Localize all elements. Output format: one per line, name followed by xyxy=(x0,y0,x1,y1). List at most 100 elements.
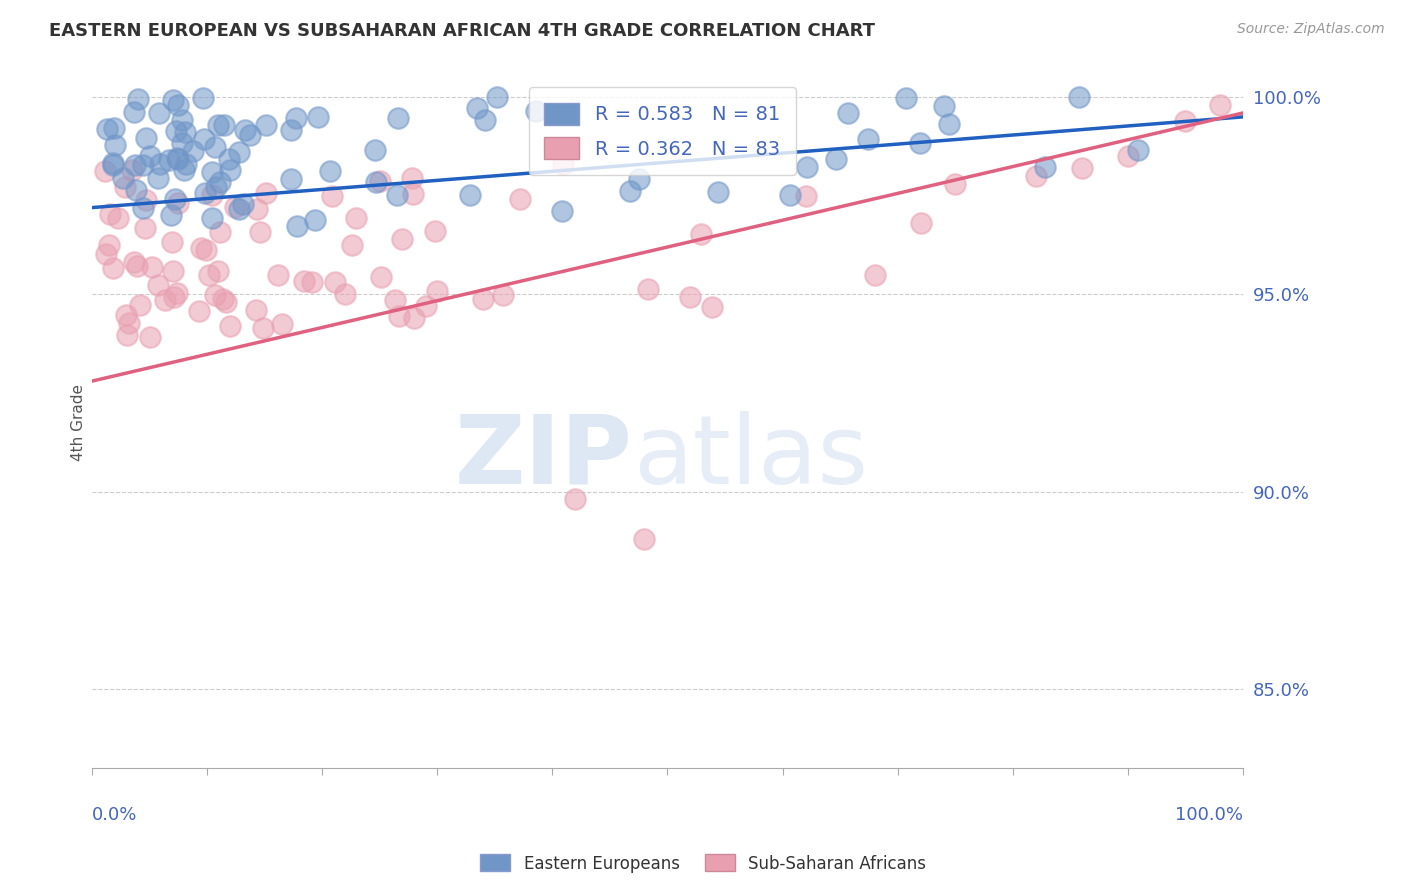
Point xyxy=(1025,169,1047,183)
Point xyxy=(125,259,148,273)
Point xyxy=(181,145,204,159)
Point xyxy=(107,211,129,226)
Point xyxy=(423,225,446,239)
Point xyxy=(388,309,411,323)
Point xyxy=(127,92,149,106)
Point xyxy=(249,225,271,239)
Point xyxy=(271,318,294,332)
Point xyxy=(863,268,886,282)
Point xyxy=(207,118,229,132)
Point xyxy=(1067,90,1090,104)
Point xyxy=(794,188,817,202)
Point xyxy=(98,237,121,252)
Point xyxy=(384,293,406,307)
Point xyxy=(204,179,226,194)
Point xyxy=(103,120,125,135)
Point xyxy=(125,183,148,197)
Point xyxy=(112,170,135,185)
Legend: Eastern Europeans, Sub-Saharan Africans: Eastern Europeans, Sub-Saharan Africans xyxy=(474,847,932,880)
Point xyxy=(188,303,211,318)
Point xyxy=(1128,143,1150,157)
Point xyxy=(340,238,363,252)
Point xyxy=(551,204,574,219)
Point xyxy=(256,186,278,200)
Point xyxy=(235,123,257,137)
Point xyxy=(938,117,960,131)
Point xyxy=(148,105,170,120)
Point xyxy=(426,284,449,298)
Point xyxy=(98,207,121,221)
Point xyxy=(471,293,494,307)
Point xyxy=(157,153,180,168)
Point xyxy=(198,268,221,282)
Point xyxy=(796,160,818,174)
Point xyxy=(146,277,169,292)
Point xyxy=(208,175,231,189)
Point xyxy=(404,311,426,326)
Point xyxy=(101,158,124,172)
Point xyxy=(292,274,315,288)
Point xyxy=(118,316,141,330)
Point xyxy=(141,260,163,274)
Point xyxy=(364,175,387,189)
Point xyxy=(932,99,955,113)
Point xyxy=(129,298,152,312)
Text: 0.0%: 0.0% xyxy=(91,805,138,823)
Point xyxy=(165,124,187,138)
Point xyxy=(155,293,177,307)
Point xyxy=(492,288,515,302)
Point xyxy=(115,328,138,343)
Point xyxy=(170,136,193,150)
Point xyxy=(239,128,262,142)
Point xyxy=(228,202,250,216)
Point xyxy=(94,163,117,178)
Point xyxy=(201,187,224,202)
Point xyxy=(173,163,195,178)
Point xyxy=(285,219,308,234)
Point xyxy=(204,288,226,302)
Point xyxy=(224,200,246,214)
Point xyxy=(114,308,136,322)
Point xyxy=(94,246,117,260)
Point xyxy=(228,145,250,159)
Point xyxy=(700,300,723,314)
Point xyxy=(1209,98,1232,112)
Point xyxy=(385,187,408,202)
Point xyxy=(619,184,641,198)
Point xyxy=(319,164,342,178)
Point xyxy=(307,110,329,124)
Point xyxy=(101,261,124,276)
Point xyxy=(321,188,343,202)
Point xyxy=(200,165,222,179)
Point xyxy=(415,299,437,313)
Text: ZIP: ZIP xyxy=(456,410,633,504)
Point xyxy=(401,171,423,186)
Point xyxy=(284,112,307,126)
Point xyxy=(122,104,145,119)
Point xyxy=(193,90,215,104)
Point xyxy=(1070,161,1092,176)
Point xyxy=(207,264,229,278)
Point xyxy=(524,103,547,118)
Point xyxy=(1174,113,1197,128)
Point xyxy=(193,132,215,146)
Point xyxy=(894,90,917,104)
Point xyxy=(215,295,238,310)
Point xyxy=(163,193,186,207)
Point xyxy=(564,492,586,507)
Point xyxy=(174,125,197,139)
Point xyxy=(363,144,385,158)
Point xyxy=(245,302,267,317)
Point xyxy=(551,157,574,171)
Point xyxy=(344,211,367,226)
Point xyxy=(138,330,160,344)
Point xyxy=(166,151,188,165)
Point xyxy=(1033,161,1056,175)
Point xyxy=(267,268,290,283)
Point xyxy=(135,131,157,145)
Point xyxy=(135,194,157,208)
Point xyxy=(246,202,269,216)
Point xyxy=(391,232,413,246)
Point xyxy=(209,225,232,239)
Point xyxy=(176,156,198,170)
